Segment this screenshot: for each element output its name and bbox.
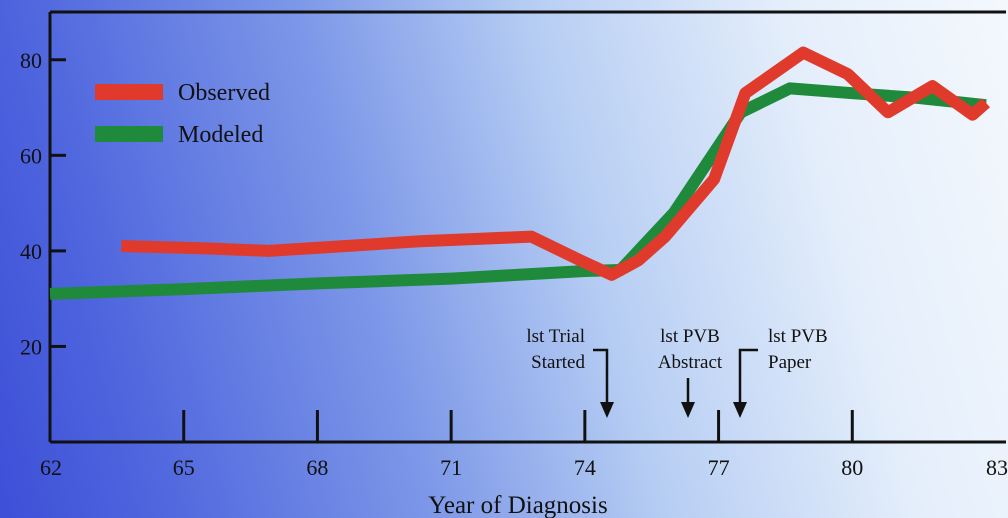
series-line-modeled [49,82,987,300]
axis-labels: 20 40 60 80 62 65 68 71 74 77 80 83 Year of Diagnosi… [20,48,1008,518]
y-tick-label: 40 [20,239,42,264]
y-tick-label: 20 [20,334,42,359]
x-tick-label: 80 [841,455,863,480]
annotation-trial: lst Trial Started [526,326,614,418]
arrow-head [681,402,695,418]
y-tick-label: 60 [20,143,42,168]
annotation-arrow-line [738,348,758,404]
annotation-text: Paper [768,352,812,373]
x-tick-label: 71 [440,455,462,480]
x-tick-label: 65 [173,455,195,480]
legend-swatch-modeled [95,126,163,142]
x-tick-label: 83 [986,455,1008,480]
annotation-text: Abstract [658,352,723,373]
annotation-text: lst PVB [660,326,720,347]
annotation-text: lst PVB [768,326,828,347]
legend-swatch-observed [95,84,163,100]
legend-label-modeled: Modeled [178,122,263,148]
annotation-paper: lst PVB Paper [733,326,828,418]
legend-label-observed: Observed [178,80,270,106]
arrow-head [600,402,614,418]
annotation-text: lst Trial [526,326,585,347]
y-tick-label: 80 [20,48,42,73]
x-tick-label: 77 [708,455,730,480]
series-lines [49,46,990,300]
x-axis-title: Year of Diagnosis [428,492,607,518]
x-tick-label: 74 [574,455,596,480]
legend: Observed Modeled [95,80,270,148]
x-tick-label: 62 [40,455,62,480]
annotation-text: Started [531,352,585,373]
annotation-arrow-line [593,348,609,404]
series-line-observed [121,46,990,281]
annotations: lst Trial Started lst PVB Abstract lst PVB Pa… [526,326,828,418]
axes [48,10,1006,444]
x-tick-label: 68 [306,455,328,480]
arrow-head [733,402,747,418]
annotation-abstract: lst PVB Abstract [658,326,723,418]
